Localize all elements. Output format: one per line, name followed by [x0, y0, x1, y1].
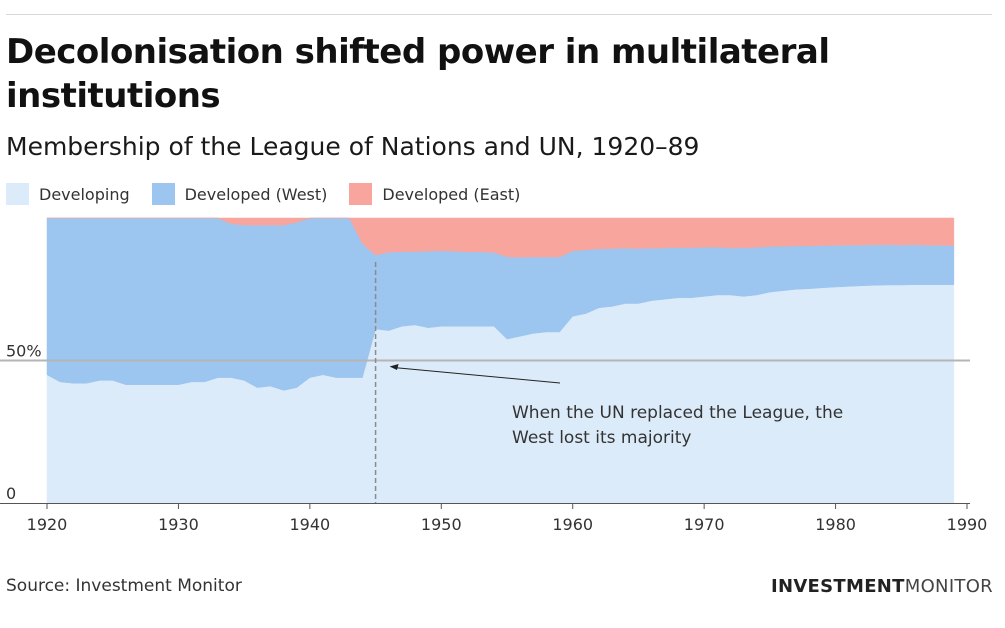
legend-label-developed-east: Developed (East) — [382, 184, 521, 204]
legend-item-developed-west: Developed (West) — [151, 183, 328, 205]
chart-subtitle: Membership of the League of Nations and … — [6, 132, 700, 161]
area-chart: 1920 1930 1940 1950 1960 1970 1980 1990 0 50% Whe… — [0, 217, 988, 534]
annotation-layer: When the UN replaced the League, the West… — [389, 364, 843, 448]
legend-swatch-developed-east — [349, 183, 373, 205]
legend-item-developed-east: Developed (East) — [349, 183, 520, 205]
y-tick-label-0: 0 — [6, 484, 16, 503]
top-divider — [6, 14, 992, 15]
legend-swatch-developed-west — [151, 183, 175, 205]
legend-label-developing: Developing — [39, 184, 130, 204]
brand-logo: INVESTMENTMONITOR — [771, 576, 993, 597]
brand-logo-bold: INVESTMENT — [770, 576, 905, 597]
x-tick-label-1940: 1940 — [289, 515, 330, 534]
annotation-text-line-1: When the UN replaced the League, the — [512, 403, 843, 423]
annotation-text-line-2: West lost its majority — [512, 428, 691, 448]
legend-label-developed-west: Developed (West) — [184, 184, 328, 204]
x-tick-label-1950: 1950 — [421, 515, 462, 534]
brand-logo-light: MONITOR — [904, 576, 993, 597]
axis-layer: 1920 1930 1940 1950 1960 1970 1980 1990 0 50% — [0, 342, 988, 534]
x-tick-label-1970: 1970 — [684, 515, 725, 534]
chart-title: Decolonisation shifted power in multilat… — [6, 32, 830, 116]
x-tick-label-1980: 1980 — [815, 515, 856, 534]
x-tick-label-1960: 1960 — [552, 515, 593, 534]
y-tick-label-50: 50% — [6, 342, 42, 361]
area-series-developed-east — [47, 217, 955, 258]
x-tick-label-1930: 1930 — [158, 515, 199, 534]
area-layer — [46, 217, 955, 504]
source-note: Source: Investment Monitor — [6, 576, 242, 596]
legend-item-developing: Developing — [6, 183, 130, 205]
legend-swatch-developing — [6, 183, 29, 205]
annotation-arrow-line — [393, 367, 561, 384]
x-tick-label-1990: 1990 — [947, 515, 988, 534]
annotation-arrow-head — [389, 364, 399, 370]
x-tick-label-1920: 1920 — [27, 515, 68, 534]
reference-layer — [0, 262, 970, 503]
chart-legend: Developing Developed (West) Developed (E… — [6, 181, 542, 207]
